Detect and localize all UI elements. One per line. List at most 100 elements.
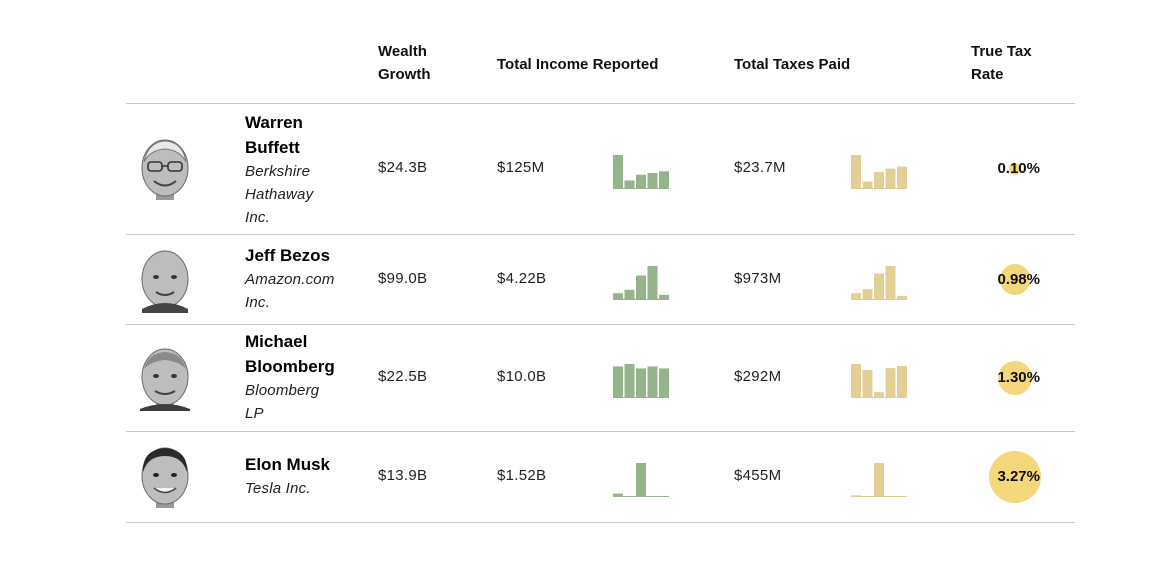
taxes-bar <box>851 155 861 189</box>
person-info: Warren Buffett Berkshire Hathaway Inc. <box>245 110 365 229</box>
table-row: Warren Buffett Berkshire Hathaway Inc. $24.3B… <box>126 104 1075 235</box>
wealth-growth-value: $13.9B <box>378 467 428 484</box>
header-total-taxes: Total Taxes Paid <box>734 56 851 73</box>
total-income-value: $125M <box>497 159 545 176</box>
company-name: Berkshire <box>245 163 311 180</box>
header-true-tax-rate-line1: True Tax <box>971 43 1032 60</box>
wealth-growth-value: $24.3B <box>378 159 428 176</box>
person-info: Jeff Bezos Amazon.com Inc. <box>245 243 365 314</box>
table-row: Michael Bloomberg Bloomberg LP $22.5B $10.0B $… <box>126 325 1075 432</box>
eye-left <box>153 274 159 279</box>
header-wealth-growth-line1: Wealth <box>378 43 427 60</box>
income-bar <box>613 155 623 189</box>
taxes-bar <box>851 292 861 300</box>
income-bar <box>624 496 635 497</box>
person-name: Warren <box>245 113 303 132</box>
mouth <box>153 487 177 494</box>
taxes-sparkline <box>851 155 907 189</box>
person-info: Elon Musk Tesla Inc. <box>245 452 365 500</box>
suit-shape <box>140 404 190 411</box>
taxes-sparkline <box>851 364 907 398</box>
warren-buffett-avatar <box>136 136 194 202</box>
taxes-bar <box>862 496 873 497</box>
taxes-bar <box>862 181 873 189</box>
income-bar <box>613 366 623 398</box>
taxes-bar <box>874 172 884 189</box>
company-name: Bloomberg <box>245 382 320 399</box>
wealth-growth-value: $99.0B <box>378 269 428 287</box>
income-bar <box>647 173 658 189</box>
income-bar <box>659 294 669 300</box>
mouth <box>153 180 177 187</box>
income-bar <box>636 174 646 189</box>
company-name: Amazon.com <box>245 271 335 288</box>
person-info: Michael Bloomberg Bloomberg LP <box>245 329 365 425</box>
income-bar <box>636 368 646 398</box>
total-taxes-value: $292M <box>734 368 782 385</box>
header-true-tax-rate: True Tax Rate <box>971 40 1032 86</box>
taxes-bar <box>885 168 896 189</box>
michael-bloomberg-avatar <box>136 345 194 411</box>
true-tax-rate-value: 0.98% <box>997 270 1040 288</box>
wealth-growth-value: $22.5B <box>378 368 428 385</box>
company-name: Tesla Inc. <box>245 480 311 497</box>
hair-shape <box>144 352 186 369</box>
mouth <box>155 290 175 296</box>
income-bar <box>624 289 635 300</box>
income-bar <box>636 463 646 497</box>
suit-shape <box>142 302 188 313</box>
elon-musk-avatar <box>136 444 194 510</box>
header-wealth-growth: Wealth Growth <box>378 40 431 86</box>
income-bar <box>613 292 623 300</box>
taxes-bar <box>851 495 861 497</box>
income-bar <box>659 171 669 189</box>
header-total-income: Total Income Reported <box>497 56 659 73</box>
taxes-bar <box>897 166 907 189</box>
header-true-tax-rate-line2: Rate <box>971 66 1004 83</box>
hair-shape <box>142 448 188 472</box>
eye-left <box>153 374 159 378</box>
taxes-bar <box>885 368 896 398</box>
total-taxes-value: $973M <box>734 269 782 287</box>
taxes-bar <box>885 496 896 497</box>
income-bar <box>647 496 658 497</box>
hair-shape <box>143 140 187 163</box>
taxes-bar <box>874 273 884 300</box>
company-name: LP <box>245 405 264 422</box>
taxes-bar <box>862 370 873 398</box>
total-taxes-value: $23.7M <box>734 159 786 176</box>
income-bar <box>636 275 646 300</box>
header-wealth-growth-line2: Growth <box>378 66 431 83</box>
true-tax-rate-value: 3.27% <box>997 468 1040 485</box>
income-bar <box>624 364 635 398</box>
company-name: Inc. <box>245 209 270 226</box>
income-bar <box>647 366 658 398</box>
total-income-value: $10.0B <box>497 368 547 385</box>
taxes-sparkline <box>851 265 907 300</box>
true-tax-rate-cell: 1.30% <box>980 348 1050 408</box>
table-row: Jeff Bezos Amazon.com Inc. $99.0B $4.22B $973… <box>126 235 1075 325</box>
true-tax-rate-value: 1.30% <box>997 369 1040 386</box>
taxes-bar <box>862 288 873 300</box>
true-tax-rate-cell: 0.10% <box>980 139 1050 199</box>
person-name: Jeff Bezos <box>245 246 331 265</box>
true-tax-rate-cell: 3.27% <box>980 447 1050 507</box>
eye-left <box>153 473 159 477</box>
income-bar <box>659 368 669 398</box>
income-sparkline <box>613 364 669 398</box>
taxes-bar <box>874 463 884 497</box>
taxes-bar <box>897 366 907 398</box>
true-tax-rate-cell: 0.98% <box>980 250 1050 310</box>
eye-right <box>171 473 177 477</box>
table-header: Wealth Growth Total Income Reported Tota… <box>126 0 1075 104</box>
taxes-bar <box>874 392 884 398</box>
income-bar <box>613 493 623 497</box>
true-tax-rate-value: 0.10% <box>997 160 1040 177</box>
head-shape <box>141 139 189 197</box>
taxes-bar <box>897 496 907 497</box>
income-bar <box>647 265 658 300</box>
person-name: Elon Musk <box>245 455 331 474</box>
income-sparkline <box>613 155 669 189</box>
person-name: Michael <box>245 332 308 351</box>
rate-circle <box>999 264 1031 295</box>
